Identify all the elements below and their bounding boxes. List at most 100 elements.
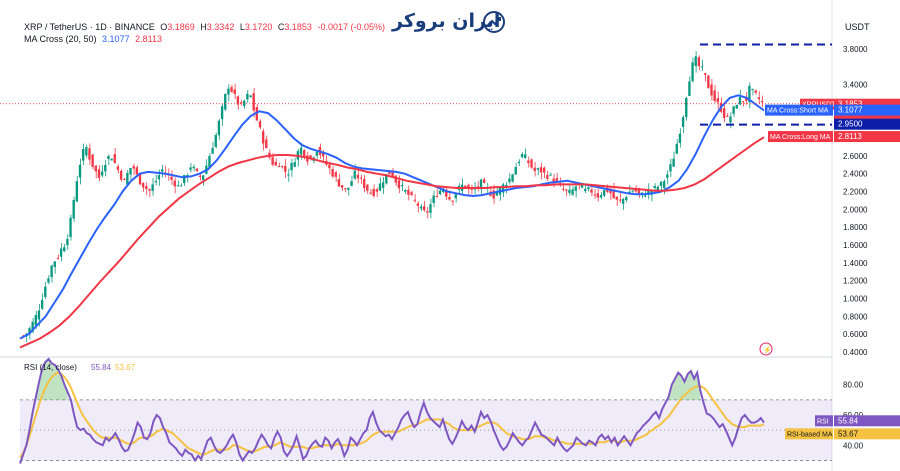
candle-body xyxy=(198,175,202,177)
candle-body xyxy=(378,183,382,191)
candle-body xyxy=(154,181,157,183)
candle-body xyxy=(593,194,596,196)
candle-body xyxy=(277,166,281,168)
price-axis-currency: USDT xyxy=(845,22,870,32)
price-tick-label: 2.6000 xyxy=(843,152,868,161)
candle-body xyxy=(280,166,284,168)
candle-body xyxy=(208,155,211,168)
price-tick-label: 3.8000 xyxy=(843,45,868,54)
candle-body xyxy=(116,166,120,170)
candle-body xyxy=(353,170,356,179)
candle-body xyxy=(451,200,454,202)
candle-body xyxy=(347,187,350,190)
candle-body xyxy=(454,194,457,199)
candle-body xyxy=(350,181,353,186)
chart-header: XRP / TetherUS · 1D · BINANCE O3.1869 H 3… xyxy=(24,22,388,32)
candle-body xyxy=(707,75,710,89)
candle-body xyxy=(628,191,631,193)
candle-body xyxy=(517,161,521,164)
candle-body xyxy=(160,169,164,172)
candle-body xyxy=(290,162,293,171)
candle-body xyxy=(100,171,104,176)
candle-body xyxy=(505,184,508,187)
rsi-value: 55.84 xyxy=(91,363,112,372)
low-label: L xyxy=(239,22,245,32)
candle-body xyxy=(340,185,344,188)
candle-body xyxy=(678,133,682,143)
candle-body xyxy=(388,171,391,175)
candle-body xyxy=(78,164,82,178)
candle-body xyxy=(72,199,75,219)
candle-body xyxy=(757,97,761,100)
ma-short-badge: 3.1077 xyxy=(838,106,863,115)
ma-short-value: 3.1077 xyxy=(102,34,130,44)
candle-body xyxy=(429,204,432,213)
candle-body xyxy=(685,97,688,117)
candle-body xyxy=(394,175,397,183)
candle-body xyxy=(612,189,615,199)
candle-body xyxy=(344,188,347,190)
candle-body xyxy=(69,217,72,237)
candle-body xyxy=(482,179,486,183)
close-value: 3.1853 xyxy=(284,22,312,32)
ma-long-badge-box xyxy=(834,131,900,143)
open-label: O xyxy=(160,22,168,32)
ma-short-line xyxy=(19,94,765,340)
candle-body xyxy=(748,85,751,103)
candle-body xyxy=(432,195,435,203)
ma-long-value: 2.8113 xyxy=(135,34,162,44)
price-tick-label: 2.4000 xyxy=(843,170,868,179)
candle-body xyxy=(637,188,641,194)
close-label: C xyxy=(277,22,285,32)
candle-body xyxy=(284,166,287,172)
candle-body xyxy=(227,88,230,95)
ma-legend[interactable]: MA Cross (20, 50) 3.1077 2.8113 xyxy=(24,34,165,44)
candle-body xyxy=(596,193,600,198)
candle-body xyxy=(716,98,719,103)
candle-body xyxy=(258,121,262,128)
candle-body xyxy=(413,199,416,201)
open-value: 3.1869 xyxy=(167,22,195,32)
candle-body xyxy=(123,179,126,181)
rsi-badge: 55.84 xyxy=(838,416,859,425)
rsi-ma-value: 53.67 xyxy=(115,363,136,372)
candle-body xyxy=(530,159,533,168)
rsi-tag: RSI xyxy=(817,418,829,425)
candle-body xyxy=(524,154,527,159)
candle-body xyxy=(63,247,66,252)
candle-body xyxy=(129,168,132,175)
candle-body xyxy=(381,182,385,188)
price-tick-label: 1.4000 xyxy=(843,259,868,268)
candle-body xyxy=(224,93,227,110)
candle-body xyxy=(565,189,568,191)
candle-body xyxy=(110,158,113,161)
rsi-tag-box xyxy=(815,415,833,427)
level-badge-box xyxy=(834,118,900,130)
candle-body xyxy=(640,192,644,194)
candle-body xyxy=(735,105,738,109)
candle-body xyxy=(473,188,476,190)
candle-body xyxy=(151,184,154,191)
rsi-label: RSI (14, close) xyxy=(24,363,77,372)
high-label: H xyxy=(200,22,207,32)
candle-body xyxy=(438,190,442,195)
price-badge-value: 3.1853 xyxy=(838,100,863,109)
candle-body xyxy=(34,315,37,326)
candle-body xyxy=(243,100,246,106)
candle-body xyxy=(656,186,660,191)
rsi-ma-badge: 53.67 xyxy=(838,429,859,438)
symbol-label[interactable]: XRP / TetherUS · 1D · BINANCE xyxy=(24,22,155,32)
candle-body xyxy=(672,158,675,167)
candle-body xyxy=(634,188,637,192)
candle-body xyxy=(514,167,517,175)
low-value: 3.1720 xyxy=(244,22,273,32)
candle-body xyxy=(94,165,97,172)
candle-body xyxy=(391,172,394,178)
candle-body xyxy=(561,188,565,190)
alert-lightning-icon[interactable] xyxy=(759,342,773,356)
rsi-ma-badge-box xyxy=(834,428,900,440)
candle-body xyxy=(189,167,192,170)
candle-body xyxy=(56,257,60,259)
rsi-overbought-fill xyxy=(668,371,701,400)
